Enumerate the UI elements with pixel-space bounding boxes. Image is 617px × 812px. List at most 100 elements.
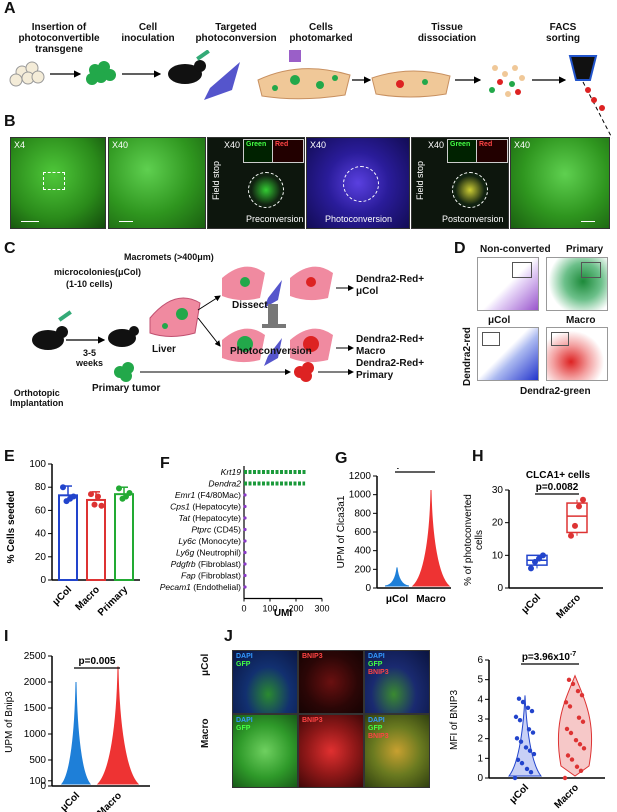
- mouse-left-icon: [32, 310, 72, 350]
- y-tick-label: 1: [477, 753, 483, 764]
- panel-label-a: A: [4, 0, 16, 17]
- mouse-icon: [168, 50, 210, 84]
- data-point: [576, 503, 582, 510]
- y-tick-label: 10: [492, 550, 504, 561]
- micrograph-preconversion: X40 Field stop Green Red Preconversion: [207, 137, 305, 229]
- chart-g: 0 200 400 600 800 1000 1200 UPM of Clca3a1 μCol M…: [336, 468, 451, 605]
- dissect-label: Dissect: [232, 300, 268, 311]
- step-label: Cell inoculation: [121, 22, 175, 44]
- y-axis-label: UPM of Clca3a1: [336, 495, 347, 568]
- violin-0: [384, 567, 410, 587]
- data-point: [95, 493, 101, 500]
- data-point: [518, 739, 524, 744]
- data-point: [572, 522, 578, 529]
- gene-label: Tat (Hepatocyte): [178, 513, 241, 523]
- data-point: [570, 681, 576, 687]
- panel-label-i: I: [4, 628, 9, 645]
- d-ylabel: Dendra2-red: [462, 327, 473, 386]
- y-tick-label: 0: [477, 773, 483, 784]
- y-tick-label: 80: [35, 482, 47, 493]
- flow-plot-ucol: [477, 327, 539, 381]
- y-tick-label: 1500: [24, 703, 47, 714]
- micrograph-x40-final: X40: [510, 137, 610, 229]
- x-tick-label: Primary: [96, 584, 130, 618]
- gene-label: Pdgfrb (Fibroblast): [171, 559, 242, 569]
- data-point: [573, 737, 579, 743]
- y-tick-label: 60: [35, 505, 47, 516]
- micrograph-photoconversion: X40 Photoconversion: [306, 137, 410, 229]
- x-tick-label: μCol: [520, 592, 544, 616]
- panel-label-b: B: [4, 113, 16, 130]
- cells-count-label: (1-10 cells): [66, 279, 113, 289]
- flow-plot-macro: [546, 327, 608, 381]
- violin-1: [411, 489, 451, 587]
- umi-point: [243, 504, 247, 509]
- y-tick-label: 2000: [24, 677, 47, 688]
- violin-0: [507, 695, 543, 777]
- y-tick-label: 2: [477, 734, 483, 745]
- chart-h: CLCA1+ cells 0 10 20 30 % of photoconverted ce…: [463, 470, 603, 620]
- j-img-macro-bnip3: BNIP3: [298, 714, 364, 788]
- chart-j: 0 1 2 3 4 5 6 MFI of BNIP3 μCol Macro p=3.96x10-7: [449, 651, 605, 811]
- dissected-livers: [222, 266, 333, 366]
- orthotopic-label: Orthotopic Implantation: [10, 388, 64, 408]
- data-point: [515, 757, 521, 763]
- output-primary: Dendra2-Red+ Primary: [356, 358, 425, 381]
- data-point: [581, 746, 587, 751]
- d-title-ucol: μCol: [488, 315, 511, 326]
- umi-point: [243, 527, 247, 532]
- gene-label: Ly6g (Neutrophil): [176, 548, 241, 558]
- x-axis-label: UMI: [274, 608, 293, 619]
- x-tick-label: Macro: [96, 790, 125, 812]
- data-point: [574, 764, 580, 769]
- x-tick-label: Macro: [416, 594, 445, 605]
- data-point: [514, 736, 520, 741]
- microscope-icon: [262, 304, 286, 328]
- output-macro: Dendra2-Red+ Macro: [356, 334, 425, 357]
- y-axis-label: MFI of BNIP3: [449, 690, 460, 750]
- y-axis-label: UPM of Bnip3: [4, 691, 15, 753]
- umi-point: [243, 573, 247, 578]
- data-point: [116, 485, 122, 492]
- p-value: p=0.024: [397, 468, 434, 470]
- data-point: [513, 714, 519, 720]
- j-row-macro: Macro: [200, 718, 211, 748]
- j-img-ucol-merge: DAPI GFP BNIP3: [364, 650, 430, 714]
- data-point: [98, 502, 105, 509]
- j-img-ucol-bnip3: BNIP3: [298, 650, 364, 714]
- j-img-macro-gfp: DAPI GFP: [232, 714, 298, 788]
- gene-label: Ly6c (Monocyte): [178, 536, 241, 546]
- d-xlabel: Dendra2-green: [520, 386, 591, 397]
- data-point: [540, 552, 546, 559]
- gene-label: Cps1 (Hepatocyte): [170, 502, 241, 512]
- y-tick-label: 200: [354, 564, 371, 575]
- x-tick-label: μCol: [59, 790, 83, 812]
- x-tick-label: μCol: [386, 594, 408, 605]
- y-tick-label: 0: [40, 781, 46, 792]
- data-point: [565, 753, 571, 758]
- step-label: Cells photomarked: [289, 22, 353, 44]
- data-point: [578, 768, 584, 774]
- gene-label: Krt19: [221, 467, 242, 477]
- umi-point: [243, 585, 247, 589]
- panel-label-f: F: [160, 455, 170, 472]
- j-img-ucol-gfp: DAPI GFP: [232, 650, 298, 714]
- p-value: p=0.005: [79, 656, 116, 667]
- data-point: [516, 696, 522, 701]
- umi-point: [243, 562, 247, 566]
- umi-point: [243, 539, 247, 543]
- y-tick-label: 30: [492, 485, 504, 496]
- data-point: [520, 699, 526, 705]
- dissociated-cells: [489, 65, 525, 97]
- macromets-label: Macromets (>400μm): [124, 252, 214, 262]
- data-point: [523, 745, 529, 750]
- gene-label: Fap (Fibroblast): [181, 571, 241, 581]
- x-tick-label: 300: [314, 604, 329, 614]
- step-label: FACS sorting: [546, 22, 580, 44]
- photomarked-tissue: [371, 70, 451, 98]
- data-point: [526, 727, 532, 732]
- mouse-right-icon: [108, 326, 139, 347]
- data-point: [568, 532, 574, 539]
